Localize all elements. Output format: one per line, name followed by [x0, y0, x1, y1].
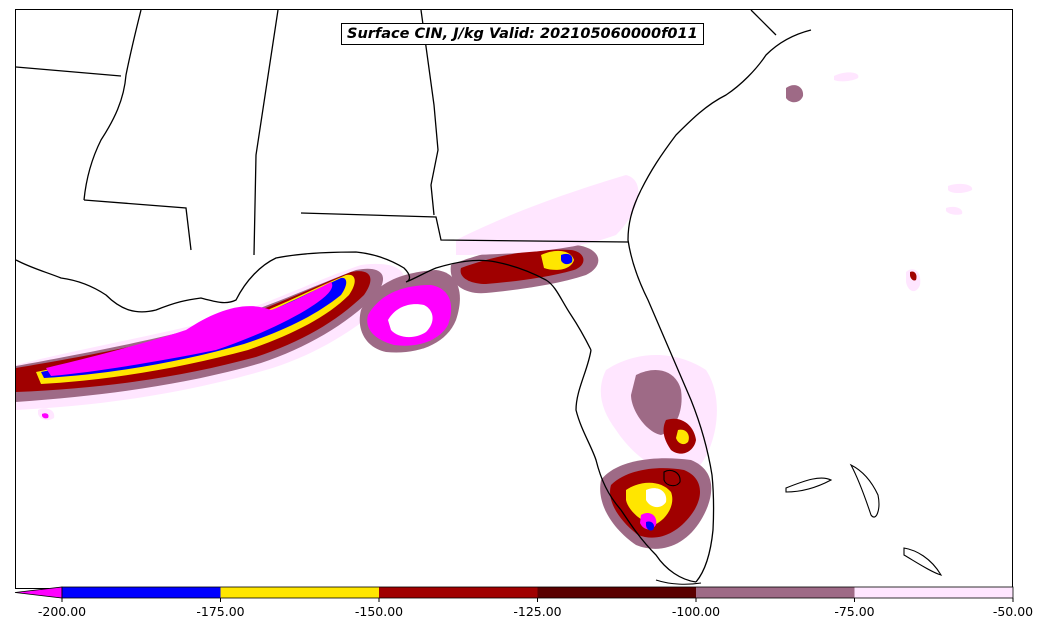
- cin-patch-eastfl-yellow: [676, 429, 689, 445]
- coastline-florida-west: [575, 349, 697, 583]
- border-al-ga: [420, 10, 439, 216]
- cin-haze-north: [456, 175, 639, 255]
- island-keys: [655, 579, 702, 585]
- map-canvas: [16, 10, 973, 585]
- map-title: Surface CIN, J/kg Valid: 202105060000f01…: [341, 23, 704, 45]
- cin-shading: [16, 72, 973, 549]
- islands: [655, 463, 943, 585]
- island-bahamas-3: [903, 547, 943, 576]
- island-bahamas-1: [785, 477, 833, 493]
- colorbar-swatch: [696, 587, 855, 598]
- colorbar-extend-min: [14, 586, 63, 599]
- cin-patch-atlantic-1: [786, 85, 804, 103]
- colorbar-tick-label: -200.00: [38, 604, 86, 619]
- map-outlines: [16, 10, 812, 583]
- border-ms-al: [253, 10, 279, 256]
- cin-patch-southfl-blue: [646, 521, 655, 531]
- cin-patch-atlantic-4: [946, 206, 963, 215]
- colorbar-tick-label: -125.00: [513, 604, 561, 619]
- cin-patch-atlantic-2: [834, 72, 859, 82]
- border-ga-sc: [750, 10, 777, 36]
- map-panel: Surface CIN, J/kg Valid: 202105060000f01…: [15, 9, 1013, 589]
- colorbar-tick-label: -50.00: [993, 604, 1033, 619]
- colorbar-swatch: [379, 587, 538, 598]
- cin-patch-gulf-west-magenta: [42, 413, 49, 419]
- colorbar-swatch: [537, 587, 696, 598]
- cin-patch-southfl-white: [646, 488, 667, 508]
- colorbar-swatch: [854, 587, 1013, 598]
- border-la-ms-river: [83, 10, 142, 201]
- border-tx-la: [16, 66, 122, 77]
- coastline-gulf-north: [16, 251, 592, 351]
- colorbar-swatch: [220, 587, 379, 598]
- lake-okeechobee: [663, 469, 681, 487]
- colorbar-tick-label: -175.00: [196, 604, 244, 619]
- colorbar-swatches: [14, 586, 1014, 599]
- island-bahamas-2: [849, 463, 880, 518]
- cin-band-magenta: [46, 282, 333, 376]
- coastline-atlantic: [640, 29, 812, 191]
- cin-patch-eastfl-mauve: [631, 370, 682, 435]
- cin-patch-bigbend-blue: [561, 253, 573, 265]
- colorbar-ticks: -200.00 -175.00 -150.00 -125.00 -100.00 -75.0…: [38, 598, 1033, 619]
- colorbar-tick-label: -100.00: [672, 604, 720, 619]
- cin-patch-atlantic-5-red: [910, 271, 917, 281]
- cin-patch-panhandle-white: [388, 304, 433, 338]
- coastline-florida-east: [627, 189, 715, 583]
- colorbar: -200.00 -175.00 -150.00 -125.00 -100.00 -75.0…: [14, 586, 1033, 619]
- border-la-ms-south: [83, 199, 192, 251]
- colorbar-tick-label: -150.00: [355, 604, 403, 619]
- colorbar-swatch: [62, 587, 221, 598]
- cin-patch-atlantic-3: [948, 183, 973, 193]
- border-al-fl: [300, 212, 629, 243]
- colorbar-tick-label: -75.00: [834, 604, 874, 619]
